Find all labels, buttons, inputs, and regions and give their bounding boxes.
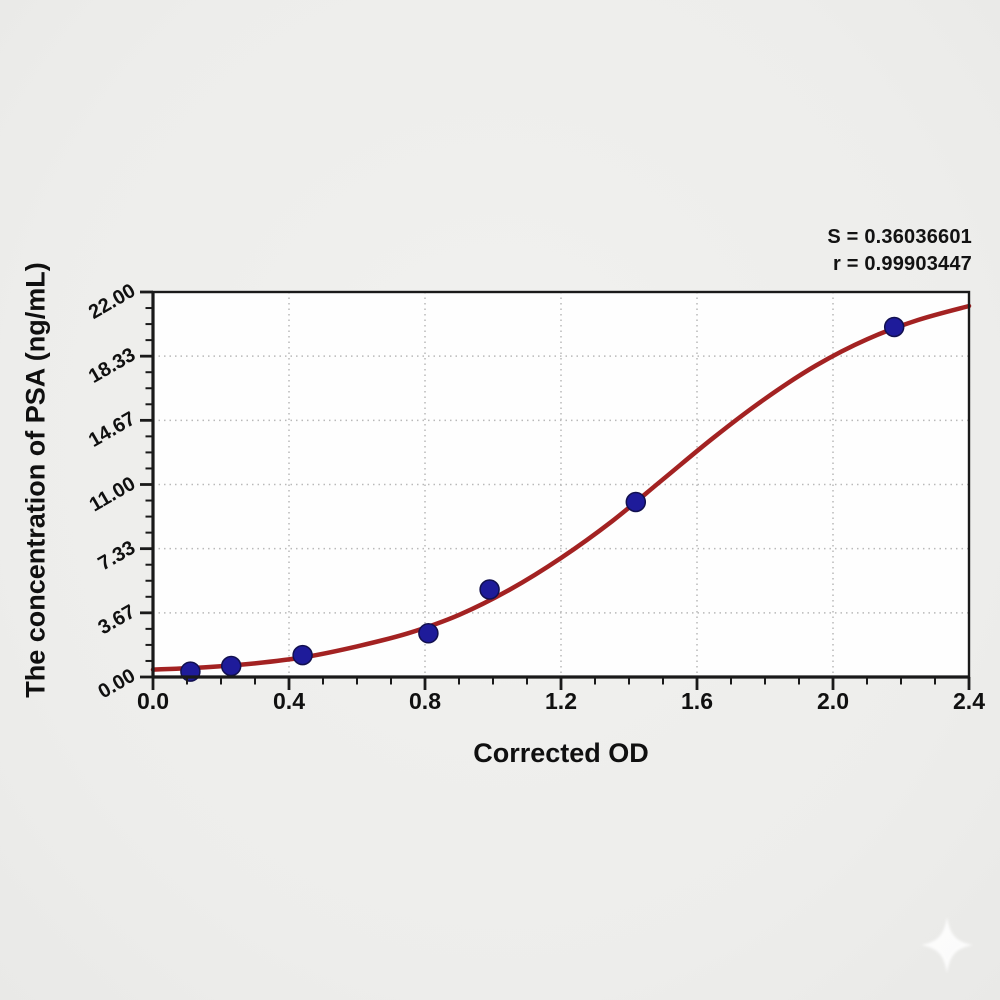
x-tick-label: 0.8 bbox=[409, 688, 441, 714]
x-tick-label: 0.0 bbox=[137, 688, 169, 714]
x-tick-label: 2.0 bbox=[817, 688, 849, 714]
data-point bbox=[418, 623, 439, 644]
fit-statistics: S = 0.36036601 r = 0.99903447 bbox=[827, 224, 972, 278]
data-point bbox=[220, 655, 242, 677]
x-tick-label: 1.6 bbox=[681, 688, 713, 714]
data-point bbox=[479, 579, 500, 600]
x-tick-label: 0.4 bbox=[273, 688, 305, 714]
fit-s-value: S = 0.36036601 bbox=[827, 226, 972, 248]
data-point bbox=[883, 316, 905, 338]
x-tick-label: 1.2 bbox=[545, 688, 577, 714]
y-axis-title: The concentration of PSA (ng/mL) bbox=[20, 262, 51, 698]
x-axis-title: Corrected OD bbox=[473, 738, 649, 768]
fit-r-value: r = 0.99903447 bbox=[832, 253, 972, 275]
data-point bbox=[625, 491, 647, 513]
x-tick-label: 2.4 bbox=[953, 688, 985, 714]
data-point bbox=[292, 644, 313, 666]
